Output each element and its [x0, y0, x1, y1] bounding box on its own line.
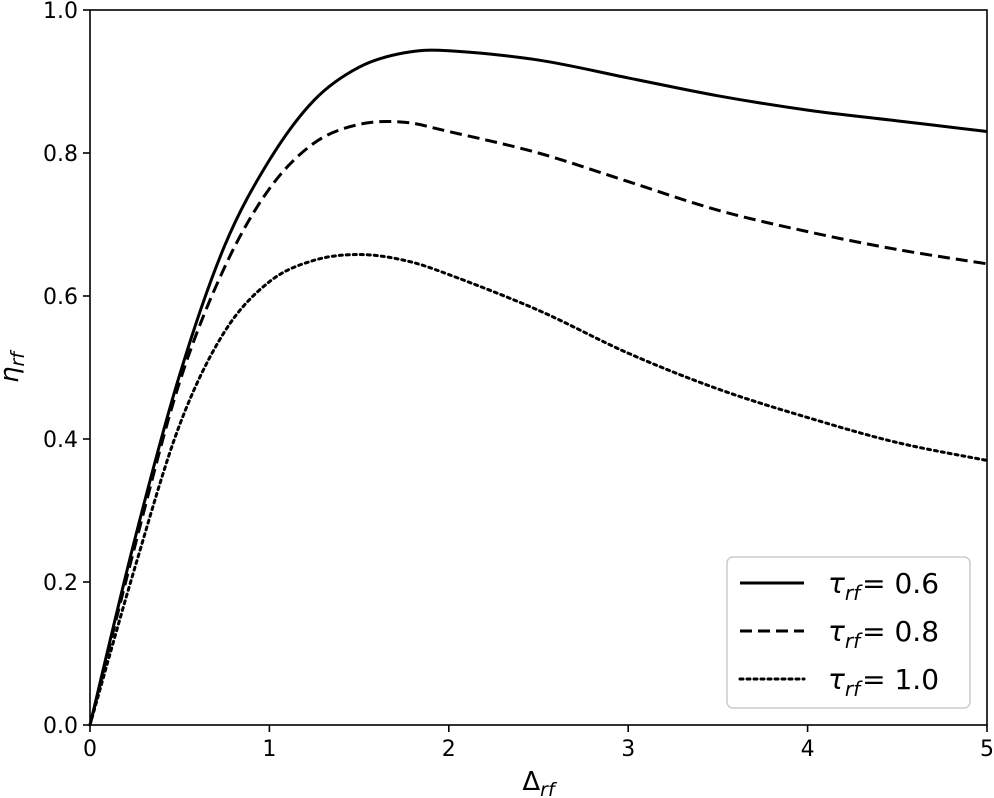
x-tick-label: 1	[262, 737, 276, 762]
x-tick-label: 0	[83, 737, 97, 762]
y-tick-label: 0.6	[43, 285, 78, 310]
plot-area	[89, 9, 988, 726]
series-line-dashed	[88, 119, 988, 726]
x-axis-label: Δrf	[522, 767, 558, 798]
x-tick-label: 5	[980, 737, 994, 762]
legend-label: τrf= 1.0	[828, 663, 939, 701]
x-axis: 0 1 2 3 4 5	[83, 725, 994, 762]
y-tick-label: 1.0	[43, 0, 78, 24]
series-line-dotted	[88, 253, 989, 727]
series-layer	[88, 48, 989, 727]
x-tick-label: 2	[442, 737, 456, 762]
series-line-solid	[88, 48, 988, 726]
legend-box	[726, 556, 971, 709]
y-tick-label: 0.2	[43, 571, 78, 596]
y-tick-label: 0.0	[43, 714, 78, 739]
y-axis-label: ηrf	[0, 349, 29, 383]
legend-label: τrf= 0.6	[828, 567, 939, 605]
legend: τrf= 0.6 τrf= 0.8 τrf= 1.0	[726, 556, 971, 709]
x-tick-label: 3	[621, 737, 635, 762]
legend-label: τrf= 0.8	[828, 615, 939, 653]
y-tick-label: 0.4	[43, 428, 78, 453]
x-tick-label: 4	[801, 737, 815, 762]
y-axis: 0.0 0.2 0.4 0.6 0.8 1.0	[43, 0, 90, 739]
y-tick-label: 0.8	[43, 142, 78, 167]
plot-frame	[89, 9, 988, 726]
